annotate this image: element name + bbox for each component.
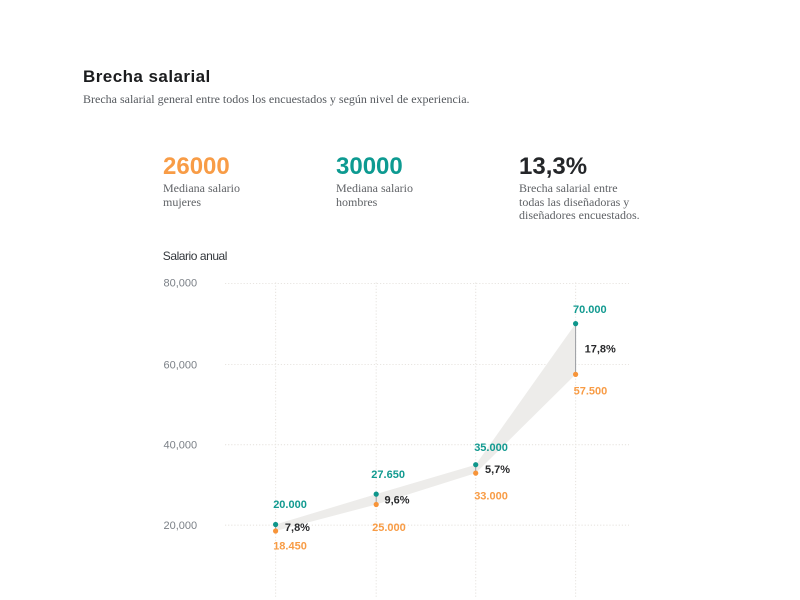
svg-text:20.000: 20.000	[273, 499, 307, 511]
svg-text:17,8%: 17,8%	[585, 344, 616, 356]
svg-text:33.000: 33.000	[474, 491, 508, 503]
svg-text:9,6%: 9,6%	[385, 495, 410, 507]
svg-text:27.650: 27.650	[371, 469, 405, 481]
svg-text:20,000: 20,000	[164, 520, 198, 532]
svg-text:18.450: 18.450	[273, 541, 307, 553]
svg-text:35.000: 35.000	[474, 442, 508, 454]
svg-text:7,8%: 7,8%	[285, 522, 310, 534]
svg-text:5,7%: 5,7%	[485, 464, 510, 476]
svg-text:60,000: 60,000	[164, 359, 198, 371]
svg-text:Salario anual: Salario anual	[163, 249, 227, 263]
svg-text:70.000: 70.000	[573, 304, 607, 316]
svg-text:40,000: 40,000	[164, 439, 198, 451]
svg-text:25.000: 25.000	[372, 522, 406, 534]
svg-text:80,000: 80,000	[164, 277, 198, 289]
svg-text:57.500: 57.500	[574, 385, 608, 397]
